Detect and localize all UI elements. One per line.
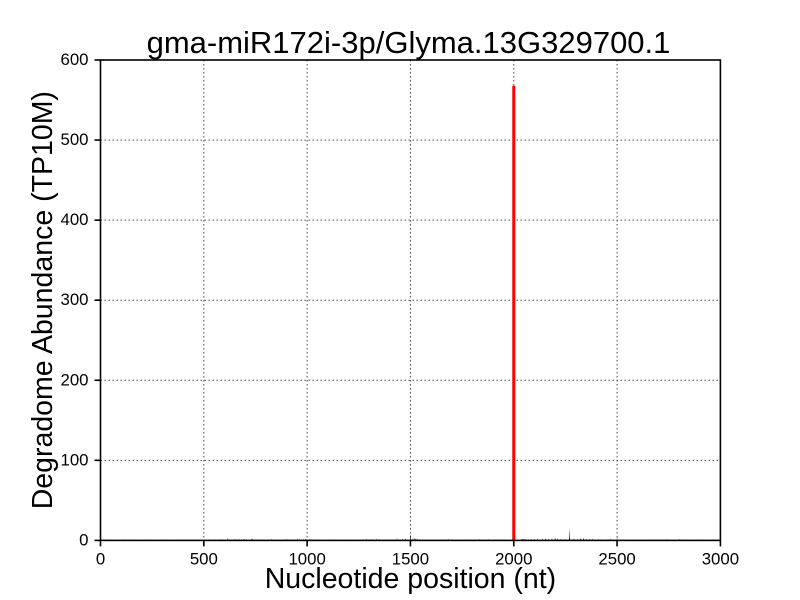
svg-text:600: 600 (61, 50, 89, 69)
svg-text:300: 300 (61, 290, 89, 309)
svg-text:Degradome Abundance (TP10M): Degradome Abundance (TP10M) (27, 91, 59, 509)
svg-text:Nucleotide position (nt): Nucleotide position (nt) (265, 563, 557, 595)
svg-text:0: 0 (96, 549, 105, 568)
svg-text:500: 500 (61, 130, 89, 149)
svg-text:3000: 3000 (702, 549, 739, 568)
svg-text:2500: 2500 (598, 549, 635, 568)
svg-text:400: 400 (61, 210, 89, 229)
svg-text:200: 200 (61, 370, 89, 389)
svg-text:gma-miR172i-3p/Glyma.13G329700: gma-miR172i-3p/Glyma.13G329700.1 (147, 25, 671, 60)
svg-text:500: 500 (190, 549, 218, 568)
svg-text:100: 100 (61, 450, 89, 469)
svg-text:0: 0 (79, 530, 88, 549)
